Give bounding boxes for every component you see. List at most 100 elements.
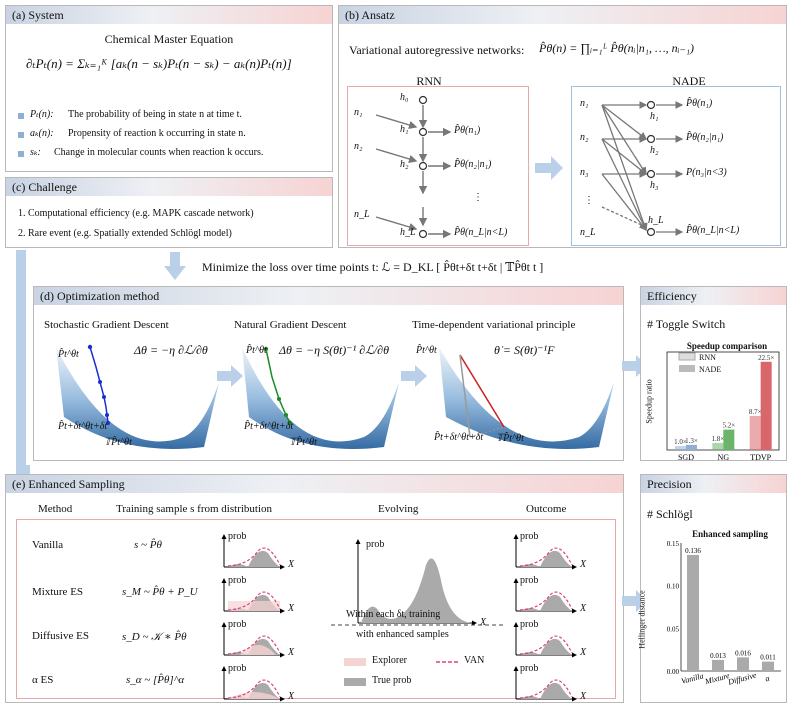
rnn-hL: h_L [400,227,416,238]
bar-tdvp-rnn [749,415,761,450]
tdvp-p-next: P̂t+δt^θt+δt [434,432,484,443]
tick-label: TDVP [750,453,771,462]
def-text: The probability of being in state n at t… [68,109,242,120]
tick-label: 0.05 [667,625,680,633]
data-label: 22.5× [758,354,774,362]
panel-title: Efficiency [647,289,697,303]
outcome-plot-3-prob-label: prob [520,619,539,630]
formula-mixture: s_M ~ P̂θ + P_U [122,586,198,598]
tick-label: NG [718,453,730,462]
hellinger-title: Enhanced sampling [692,529,768,539]
method-vanilla: Vanilla [32,539,64,551]
panel-title: Precision [647,477,692,491]
outcome-plot-3-true-prob [520,638,572,655]
rnn-n2: n₂ [354,141,363,152]
tdvp-title: Time-dependent variational principle [412,319,576,331]
tdvp-p-top: P̂t^θt [416,345,437,356]
outcome-plot-2-van [519,591,573,611]
tick-label: 0.15 [667,540,680,548]
rnn-h1: h₁ [400,124,409,135]
loss-line: Minimize the loss over time points t: ℒ … [202,260,544,274]
def-symbol: Pₜ(n): [30,109,54,120]
panel-precision: Precision # Schlögl Enhanced sampling He… [638,474,787,703]
evolve-note-1: Within each δt, training [346,609,441,620]
panel-title: (d) Optimization method [40,289,160,303]
outcome-plot-2-true-prob [520,594,572,611]
method-alpha: α ES [32,674,54,686]
panel-title: (a) System [12,8,64,22]
def-text: Propensity of reaction k occurring in st… [68,128,246,139]
outcome-plot-1-prob-label: prob [520,531,539,542]
nade-dots: ⋮ [584,195,594,206]
rnn-out2: P̂θ(n₂|n₁) [454,159,492,170]
ngd-tp: 𝕋P̂t^θt [289,437,317,448]
es-inner-box [16,519,616,699]
train-plot-4-explorer [228,692,280,699]
ngd-p-top: P̂t^θt [246,345,267,356]
train-plot-1-true-prob [228,550,280,567]
panel-header: (a) System [6,6,332,24]
outcome-plot-4-prob-label: prob [520,663,539,674]
bar-ng-rnn [712,442,724,450]
train-plot-2-explorer [228,601,280,611]
legend-rnn-label: RNN [699,353,716,362]
nade-n1: n₁ [580,98,589,109]
panel-header: Efficiency [641,287,786,305]
ansatz-formula: P̂θ(n) = ∏ᵢ₌₁ᴸ P̂θ(nᵢ|n₁, …, nᵢ₋₁) [539,41,695,55]
nade-h3: h₃ [650,180,659,191]
train-plot-1-prob-label: prob [228,531,247,542]
rnn-to-nade-arrow [535,156,563,180]
legend-explorer: Explorer [372,655,407,666]
def-text: Change in molecular counts when reaction… [54,147,264,158]
bar-alpha [762,661,774,671]
tick-label: SGD [678,453,694,462]
col-training: Training sample s from distribution [116,503,273,515]
panel-header: Precision [641,475,786,493]
rnn-title: RNN [416,74,442,88]
data-label: 8.7× [749,408,762,416]
data-label: 5.2× [722,422,735,430]
train-plot-1-van [227,547,281,567]
nade-n2: n₂ [580,132,589,143]
bar-sgd-nade [686,444,697,450]
bar-tdvp-nade [760,361,772,450]
def-symbol: aₖ(n): [30,128,54,139]
panel-system: (a) System Chemical Master Equation ∂ₜPₜ… [5,5,333,172]
nade-out1: P̂θ(n₁) [686,98,713,109]
flow-arrow-down [164,252,186,280]
rnn-out1: P̂θ(n₁) [454,125,481,136]
bar-vanilla [687,554,699,671]
train-plot-2-prob-label: prob [228,575,247,586]
bar-mixture [712,659,724,671]
evolve-note-2: with enhanced samples [356,629,449,640]
sgd-title: Stochastic Gradient Descent [44,319,169,331]
def-symbol: sₖ: [30,147,41,158]
rnn-h0: h₀ [400,92,409,103]
train-plot-4-van [227,679,281,699]
outcome-plot-4-x-label: X [580,691,587,702]
panel-header: (d) Optimization method [34,287,623,305]
data-label: 1.8× [711,435,724,443]
data-label: 0.013 [710,652,726,660]
outcome-plot-1-true-prob [520,550,572,567]
cme-equation: ∂ₜPₜ(n) = Σₖ₌₁ᴷ [aₖ(n − sₖ)Pₜ(n − sₖ) − … [26,56,292,71]
rnn-dots: ⋮ [473,192,483,203]
tdvp-tp: 𝕋P̂t^θt [496,433,524,444]
rnn-n1: n₁ [354,107,363,118]
hellinger-chart: 0.000.050.100.150.136Vanilla0.013Mixture… [667,540,781,687]
ngd-p-next: P̂t+δt^θt+δt [244,421,294,432]
panel-efficiency: Efficiency # Toggle Switch Speedup compa… [640,286,787,462]
sgd-p-top: P̂t^θt [58,349,79,360]
panel-challenge: (c) Challenge 1. Computational efficienc… [5,177,333,248]
train-plot-2-x-label: X [288,603,295,614]
data-label: 1.0× [674,438,687,446]
tick-label: α [764,673,771,683]
outcome-plot-3-x-label: X [580,647,587,658]
formula-alpha: s_α ~ [P̂θ]^α [126,674,185,686]
tick-label: 0.10 [667,583,680,591]
speedup-title: Speedup comparison [686,341,768,351]
evolve-x-label: X [480,617,487,628]
col-outcome: Outcome [526,503,567,515]
subtitle: Chemical Master Equation [104,32,234,46]
outcome-plot-1-van [519,547,573,567]
